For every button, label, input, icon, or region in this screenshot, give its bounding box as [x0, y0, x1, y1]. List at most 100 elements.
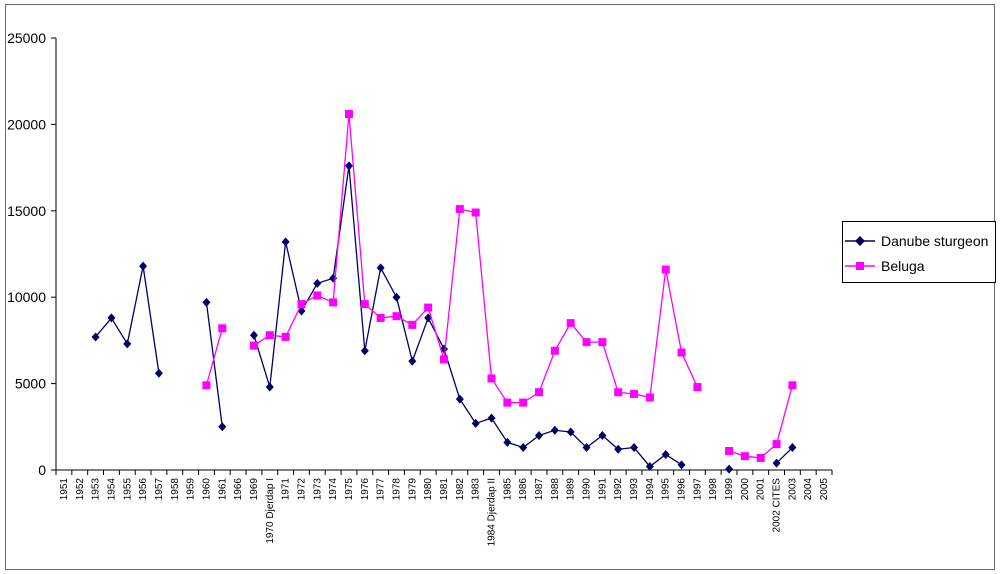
- data-point-beluga: [725, 446, 734, 455]
- x-tick-label: 1974: [328, 478, 339, 501]
- x-tick-label: 1977: [376, 478, 387, 501]
- data-point-danube: [123, 339, 132, 349]
- x-tick-label: 1994: [645, 478, 656, 501]
- data-point-danube: [661, 449, 670, 459]
- data-point-danube: [455, 394, 464, 404]
- x-tick-label: 1961: [217, 478, 228, 501]
- data-point-danube: [487, 413, 496, 423]
- data-point-beluga: [614, 388, 623, 397]
- series-beluga: [202, 110, 797, 462]
- x-tick-label: 1978: [391, 478, 402, 501]
- x-tick-label: 1966: [233, 478, 244, 501]
- data-point-danube: [535, 430, 544, 440]
- series-line-danube: [95, 265, 160, 374]
- data-point-danube: [265, 382, 274, 392]
- x-tick-label: 1975: [344, 478, 355, 501]
- data-point-beluga: [677, 348, 686, 357]
- chart-frame: [5, 4, 995, 570]
- x-tick-label: 1979: [407, 478, 418, 501]
- data-point-beluga: [313, 291, 322, 300]
- data-point-beluga: [550, 346, 559, 355]
- y-tick-label: 0: [38, 462, 46, 478]
- data-point-danube: [376, 263, 385, 273]
- data-point-danube: [772, 458, 781, 468]
- x-tick-label: 2002 CITES: [772, 478, 783, 533]
- x-tick-label: 2001: [756, 478, 767, 501]
- data-point-beluga: [582, 338, 591, 347]
- x-tick-label: 1996: [677, 478, 688, 501]
- data-point-beluga: [519, 398, 528, 407]
- legend-marker-danube: [845, 236, 875, 246]
- x-tick-label: 1959: [186, 478, 197, 501]
- data-point-beluga: [329, 298, 338, 307]
- x-tick-label: 1983: [471, 478, 482, 501]
- x-tick-label: 1990: [582, 478, 593, 501]
- legend: Danube sturgeon Beluga: [842, 221, 996, 283]
- x-tick-label: 1955: [122, 478, 133, 501]
- series-danube: [91, 161, 797, 474]
- x-tick-label: 1957: [154, 478, 165, 501]
- data-point-beluga: [661, 265, 670, 274]
- data-point-danube: [360, 346, 369, 356]
- data-point-beluga: [756, 453, 765, 462]
- data-point-danube: [725, 464, 734, 474]
- data-point-beluga: [392, 312, 401, 321]
- data-point-danube: [91, 332, 100, 342]
- y-tick-label: 20000: [7, 116, 46, 132]
- y-axis: 0 5000 10000 15000 20000 25000: [7, 30, 57, 478]
- x-tick-label: 1973: [312, 478, 323, 501]
- y-tick-label: 10000: [7, 289, 46, 305]
- data-point-danube: [598, 430, 607, 440]
- x-tick-label: 1958: [170, 478, 181, 501]
- data-point-danube: [344, 161, 353, 171]
- data-point-danube: [645, 462, 654, 472]
- data-point-danube: [139, 261, 148, 271]
- data-point-danube: [154, 368, 163, 378]
- data-point-beluga: [693, 383, 702, 392]
- x-tick-label: 1952: [75, 478, 86, 501]
- x-tick-label: 1991: [597, 478, 608, 501]
- data-point-beluga: [202, 381, 211, 390]
- x-tick-label: 2000: [740, 478, 751, 501]
- data-point-beluga: [455, 205, 464, 214]
- data-point-danube: [550, 425, 559, 435]
- x-tick-label: 1998: [708, 478, 719, 501]
- x-tick-label: 1999: [724, 478, 735, 501]
- data-point-beluga: [772, 440, 781, 449]
- x-tick-label: 1981: [439, 478, 450, 501]
- x-tick-label: 2004: [803, 478, 814, 501]
- data-point-beluga: [645, 393, 654, 402]
- legend-marker-beluga: [845, 262, 875, 270]
- x-tick-label: 1970 Djerdap I: [265, 478, 276, 544]
- legend-item-beluga: Beluga: [843, 256, 925, 276]
- data-point-danube: [630, 443, 639, 453]
- x-tick-label: 1953: [91, 478, 102, 501]
- x-tick-label: 2003: [787, 478, 798, 501]
- x-tick-label: 1954: [106, 478, 117, 501]
- x-tick-label: 1960: [201, 478, 212, 501]
- data-point-beluga: [360, 300, 369, 309]
- data-point-danube: [313, 278, 322, 288]
- x-tick-label: 1987: [534, 478, 545, 501]
- data-point-beluga: [424, 303, 433, 312]
- data-point-beluga: [265, 331, 274, 340]
- data-point-beluga: [249, 341, 258, 350]
- legend-item-danube: Danube sturgeon: [843, 231, 988, 251]
- data-point-danube: [249, 330, 258, 340]
- data-point-beluga: [598, 338, 607, 347]
- data-point-danube: [677, 460, 686, 470]
- series-layer: [91, 110, 797, 474]
- y-tick-label: 25000: [7, 30, 46, 46]
- data-point-danube: [582, 443, 591, 453]
- data-point-beluga: [566, 319, 575, 328]
- x-tick-label: 1988: [550, 478, 561, 501]
- data-point-danube: [202, 297, 211, 307]
- data-point-danube: [614, 444, 623, 454]
- series-line-beluga: [205, 328, 223, 386]
- series-line-danube: [205, 302, 223, 427]
- x-tick-label: 1951: [59, 478, 70, 501]
- data-point-danube: [408, 356, 417, 366]
- x-tick-label: 1956: [138, 478, 149, 501]
- x-tick-label: 1976: [360, 478, 371, 501]
- x-tick-label: 1986: [518, 478, 529, 501]
